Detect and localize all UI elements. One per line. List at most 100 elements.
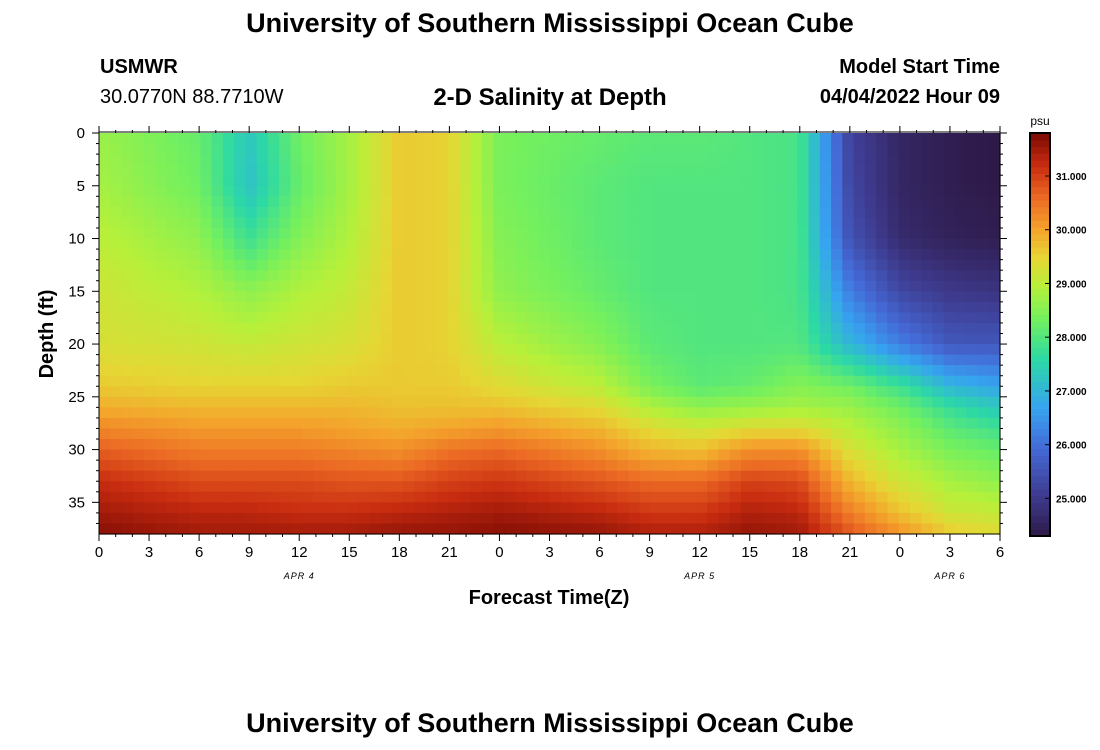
heatmap-cell bbox=[335, 396, 348, 408]
heatmap-cell bbox=[842, 470, 855, 482]
heatmap-cell bbox=[493, 206, 506, 219]
heatmap-cell bbox=[594, 439, 607, 451]
heatmap-cell bbox=[301, 407, 314, 419]
heatmap-cell bbox=[234, 344, 247, 356]
heatmap-cell bbox=[279, 206, 292, 219]
heatmap-cell bbox=[301, 217, 314, 229]
colorbar-segment bbox=[1030, 441, 1050, 450]
colorbar: 25.00026.00027.00028.00029.00030.00031.0… bbox=[1029, 132, 1087, 537]
heatmap-cell bbox=[346, 270, 359, 282]
heatmap-cell bbox=[324, 301, 337, 313]
heatmap-cell bbox=[504, 333, 517, 345]
heatmap-cell bbox=[189, 375, 201, 387]
heatmap-cell bbox=[988, 460, 1001, 472]
heatmap-cell bbox=[617, 386, 629, 398]
heatmap-cell bbox=[774, 280, 787, 292]
heatmap-cell bbox=[864, 502, 877, 514]
heatmap-cell bbox=[369, 439, 382, 451]
heatmap-cell bbox=[662, 460, 674, 472]
heatmap-cell bbox=[774, 449, 787, 461]
heatmap-cell bbox=[684, 428, 697, 440]
heatmap-cell bbox=[786, 270, 798, 282]
heatmap-cell bbox=[110, 428, 123, 440]
heatmap-cell bbox=[504, 249, 517, 261]
heatmap-cell bbox=[560, 175, 573, 187]
heatmap-cell bbox=[403, 386, 415, 398]
heatmap-cell bbox=[436, 238, 449, 250]
heatmap-cell bbox=[177, 428, 190, 440]
heatmap-cell bbox=[842, 523, 855, 535]
heatmap-cell bbox=[121, 322, 134, 335]
heatmap-cell bbox=[380, 502, 393, 514]
heatmap-cell bbox=[448, 386, 460, 398]
heatmap-cell bbox=[425, 470, 438, 482]
heatmap-cell bbox=[493, 407, 506, 419]
heatmap-cell bbox=[312, 206, 325, 219]
heatmap-cell bbox=[752, 206, 765, 219]
heatmap-cell bbox=[504, 301, 517, 313]
heatmap-cell bbox=[245, 280, 258, 292]
heatmap-cell bbox=[718, 449, 731, 461]
heatmap-cell bbox=[966, 291, 979, 303]
heatmap-cell bbox=[335, 312, 348, 324]
heatmap-cell bbox=[155, 249, 168, 261]
heatmap-cell bbox=[628, 238, 641, 250]
heatmap-cell bbox=[110, 407, 123, 419]
heatmap-cell bbox=[267, 523, 280, 535]
heatmap-cell bbox=[932, 154, 945, 166]
heatmap-cell bbox=[718, 491, 731, 503]
heatmap-cell bbox=[369, 206, 382, 219]
colorbar-segment bbox=[1030, 327, 1050, 336]
heatmap-cell bbox=[909, 523, 922, 535]
heatmap-cell bbox=[853, 206, 866, 219]
heatmap-cell bbox=[740, 249, 753, 261]
heatmap-cell bbox=[403, 481, 415, 493]
heatmap-cell bbox=[267, 375, 280, 387]
heatmap-cell bbox=[515, 301, 528, 313]
heatmap-cell bbox=[256, 365, 269, 377]
heatmap-cell bbox=[369, 217, 382, 229]
x-axis-label: Forecast Time(Z) bbox=[469, 587, 630, 609]
heatmap-cell bbox=[481, 164, 494, 176]
heatmap-cell bbox=[200, 227, 213, 240]
heatmap-cell bbox=[99, 143, 111, 155]
heatmap-cell bbox=[436, 154, 449, 166]
heatmap-cell bbox=[414, 449, 427, 461]
heatmap-cell bbox=[132, 481, 145, 493]
heatmap-cell bbox=[943, 417, 956, 430]
heatmap-cell bbox=[121, 175, 134, 187]
heatmap-cell bbox=[144, 396, 156, 408]
heatmap-cell bbox=[988, 386, 1001, 398]
heatmap-cell bbox=[267, 481, 280, 493]
heatmap-cell bbox=[560, 301, 573, 313]
heatmap-cell bbox=[572, 354, 584, 366]
heatmap-cell bbox=[346, 312, 359, 324]
heatmap-cell bbox=[132, 512, 145, 525]
heatmap-cell bbox=[493, 481, 506, 493]
heatmap-cell bbox=[324, 512, 337, 525]
heatmap-cell bbox=[200, 460, 213, 472]
heatmap-cell bbox=[189, 449, 201, 461]
heatmap-cell bbox=[245, 133, 258, 145]
heatmap-cell bbox=[391, 344, 404, 356]
heatmap-cell bbox=[200, 312, 213, 324]
heatmap-cell bbox=[954, 407, 967, 419]
heatmap-cell bbox=[436, 386, 449, 398]
heatmap-cell bbox=[279, 512, 292, 525]
x-tick-label: 3 bbox=[145, 544, 153, 561]
heatmap-cell bbox=[481, 512, 494, 525]
heatmap-cell bbox=[312, 407, 325, 419]
heatmap-cell bbox=[921, 280, 934, 292]
heatmap-cell bbox=[121, 249, 134, 261]
heatmap-cell bbox=[909, 344, 922, 356]
heatmap-cell bbox=[222, 491, 235, 503]
heatmap-cell bbox=[729, 291, 742, 303]
heatmap-cell bbox=[887, 249, 900, 261]
heatmap-cell bbox=[121, 217, 134, 229]
heatmap-cell bbox=[459, 196, 472, 208]
heatmap-cell bbox=[718, 301, 731, 313]
heatmap-cell bbox=[121, 512, 134, 525]
heatmap-cell bbox=[312, 512, 325, 525]
heatmap-cell bbox=[425, 386, 438, 398]
heatmap-cell bbox=[493, 280, 506, 292]
